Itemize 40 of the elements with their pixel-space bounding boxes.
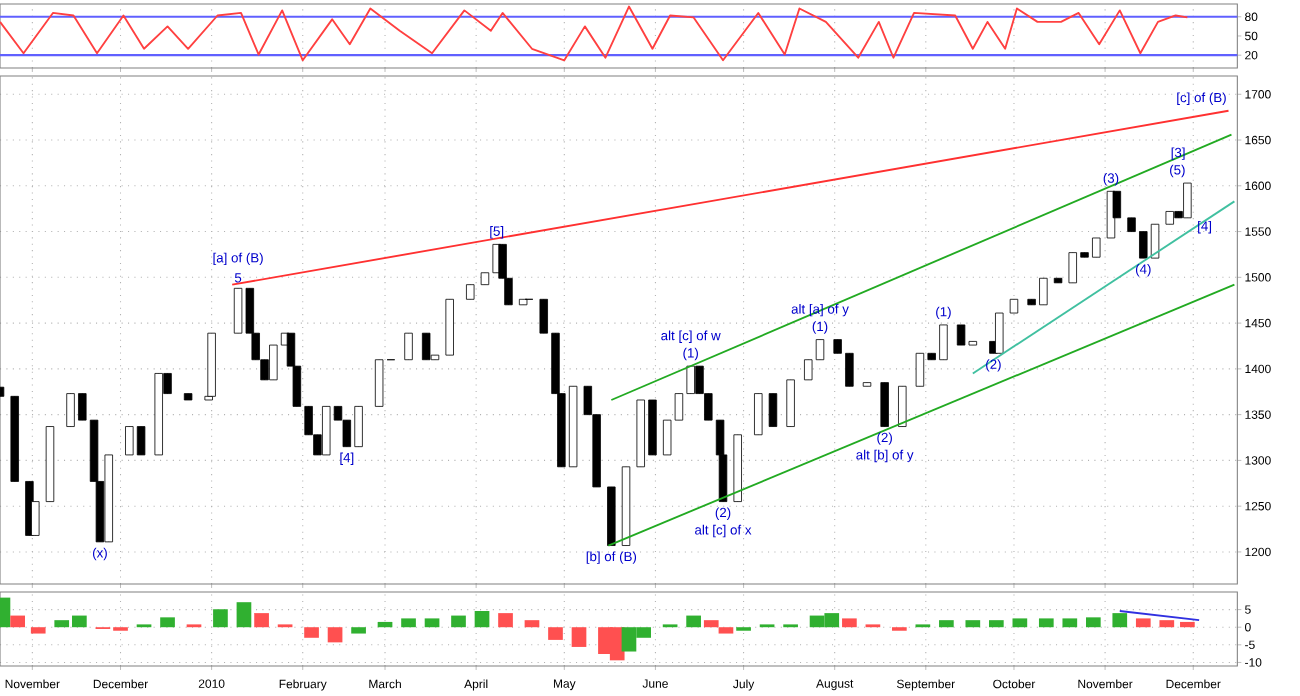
- bar: [965, 620, 981, 628]
- bar: [1062, 618, 1078, 628]
- bar: [30, 627, 46, 634]
- bar: [1112, 613, 1128, 628]
- bar: [842, 618, 857, 628]
- bar: [160, 617, 175, 628]
- bar: [548, 627, 563, 640]
- bar: [1012, 618, 1028, 628]
- bar: [254, 613, 269, 628]
- candlestick: [404, 332, 413, 361]
- bar: [1038, 618, 1054, 628]
- bar: [451, 615, 466, 628]
- candlestick: [898, 385, 907, 427]
- candlestick: [421, 332, 431, 361]
- bar: [304, 627, 319, 638]
- bar: [1159, 620, 1175, 628]
- bar: [351, 627, 366, 634]
- candlestick: [786, 379, 795, 427]
- bar: [524, 620, 540, 628]
- bar: [571, 627, 587, 647]
- bar: [498, 613, 513, 628]
- bar: [703, 620, 719, 628]
- candlestick: [754, 393, 763, 436]
- bar: [474, 611, 490, 628]
- bar: [377, 621, 393, 628]
- bar: [424, 618, 440, 628]
- bar: [1135, 618, 1151, 628]
- bar: [988, 620, 1004, 628]
- candlestick: [768, 393, 778, 427]
- bar: [236, 602, 252, 628]
- bar: [686, 615, 701, 628]
- bar: [327, 627, 343, 643]
- bar: [939, 620, 954, 628]
- line-series: [0, 5, 1189, 62]
- bar: [1085, 617, 1101, 628]
- candlestick: [880, 382, 889, 427]
- bar: [401, 618, 416, 628]
- bar: [213, 609, 228, 628]
- bar: [1180, 621, 1195, 628]
- bar: [718, 627, 734, 634]
